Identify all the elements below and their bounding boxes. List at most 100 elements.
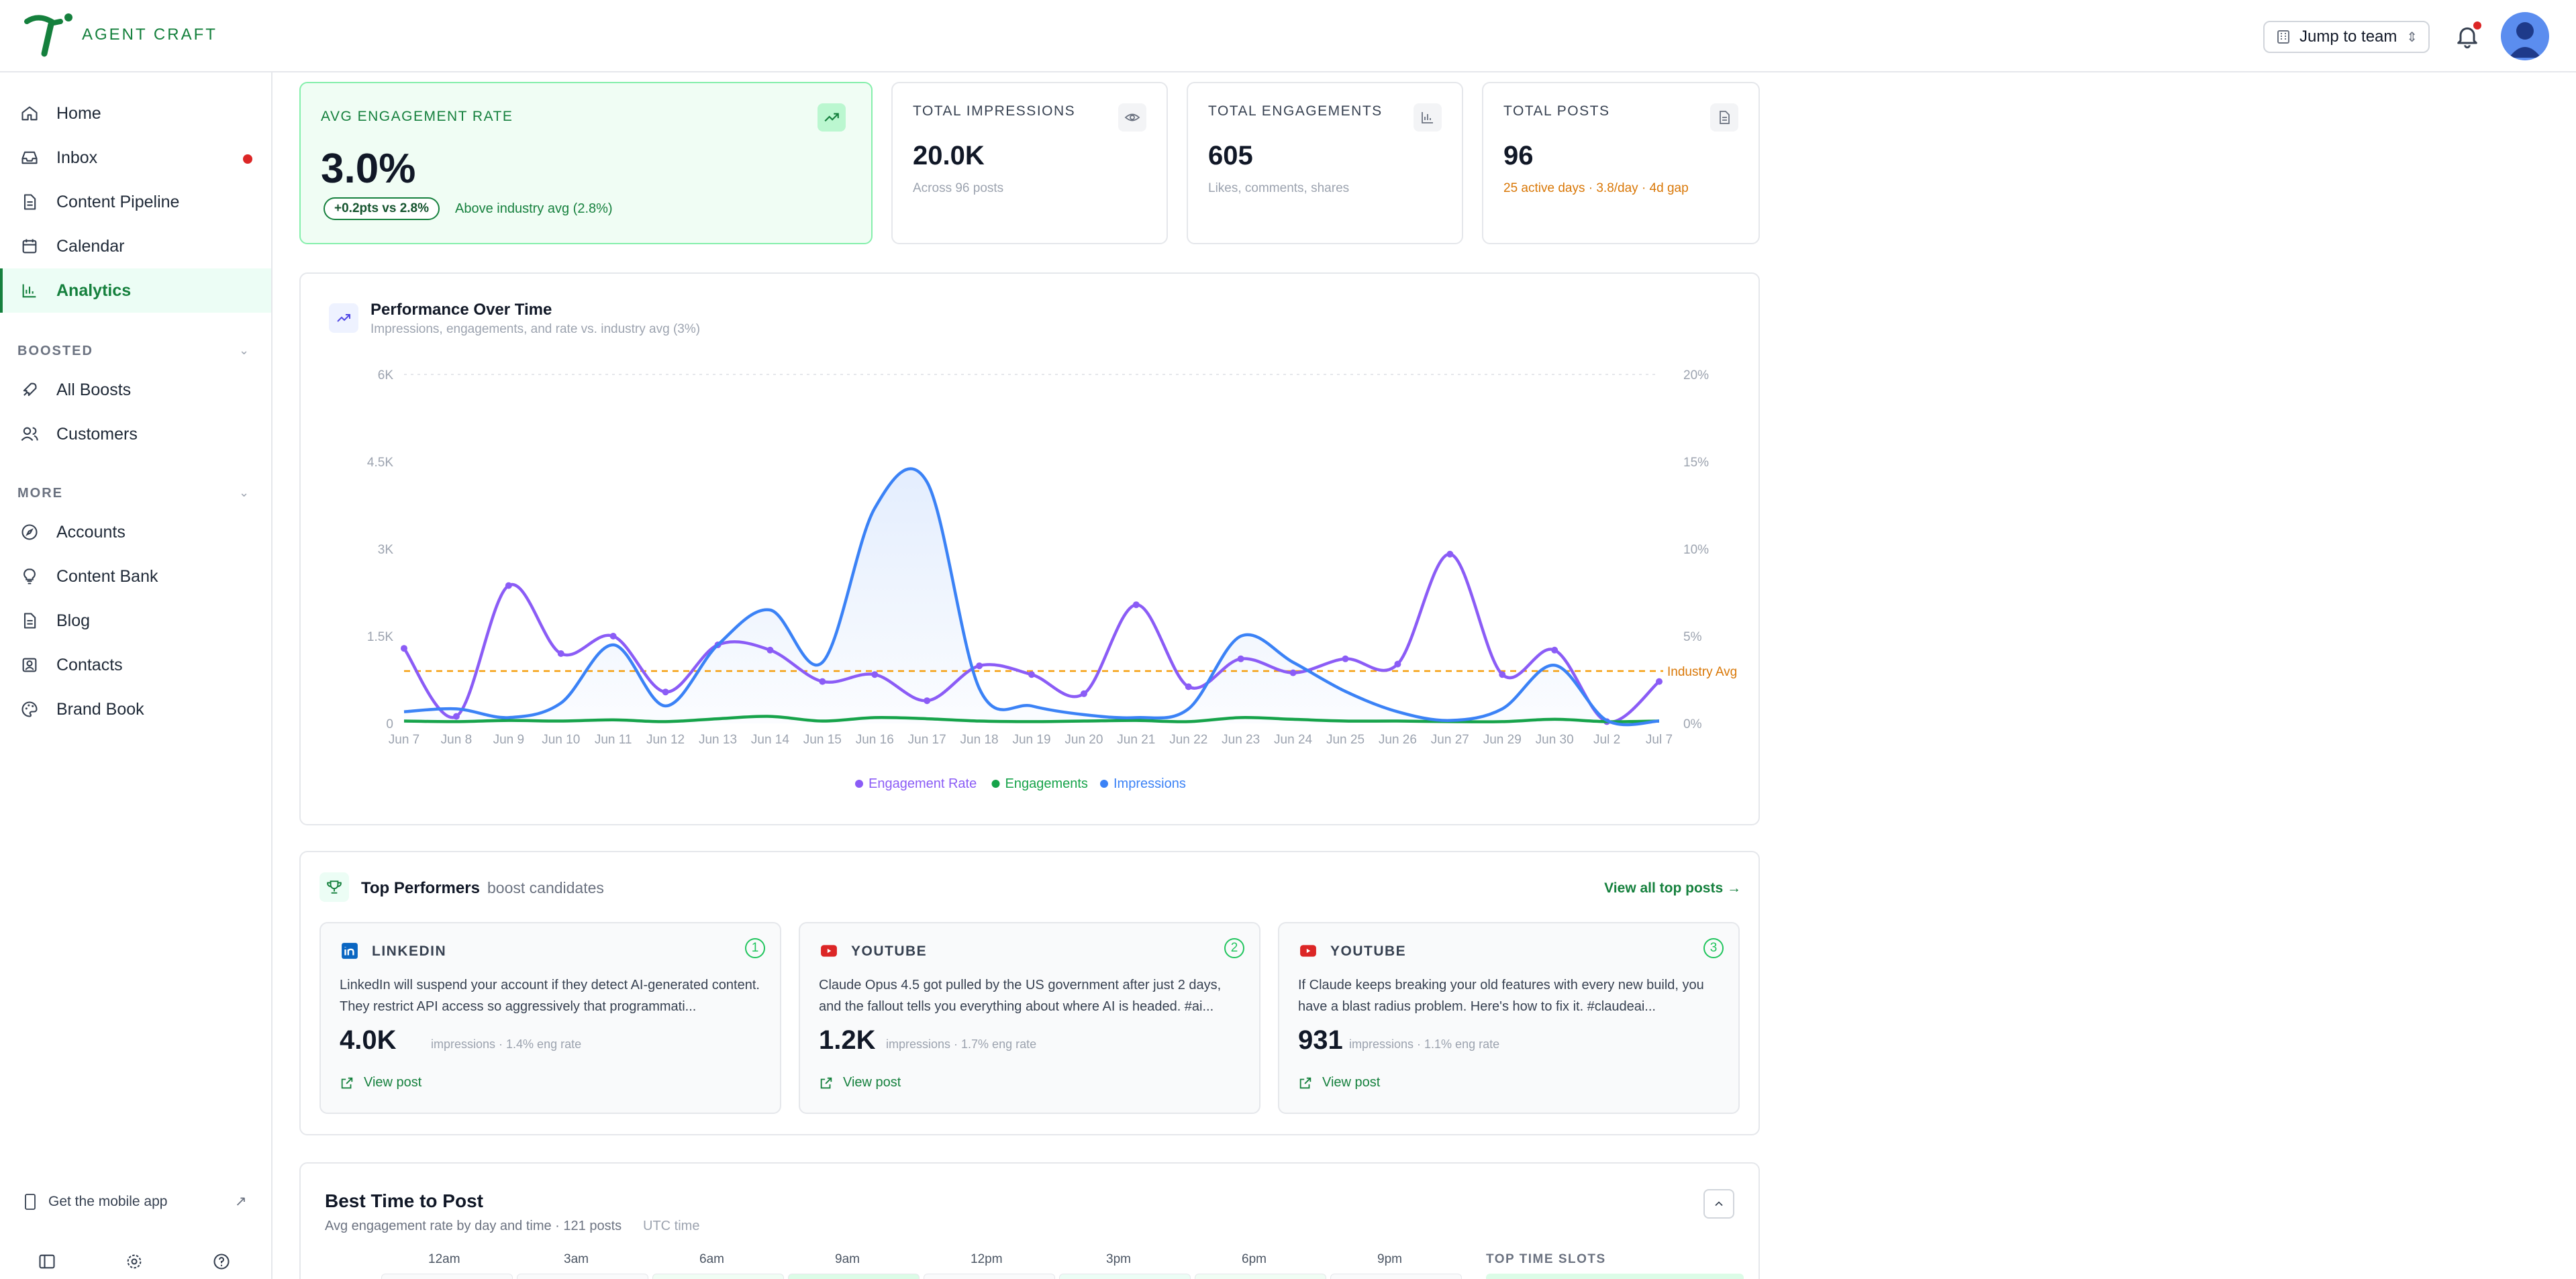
chevron-down-icon[interactable]: ⌄ — [239, 344, 250, 357]
sidebar-item-content-bank[interactable]: Content Bank — [0, 554, 271, 599]
view-post-link[interactable]: View post — [1298, 1075, 1380, 1090]
engagement-rate-point — [452, 713, 460, 720]
x-tick-label: Jun 20 — [1064, 733, 1103, 747]
app-name: AGENT CRAFT — [82, 25, 217, 44]
post-card[interactable]: LINKEDIN 1 LinkedIn will suspend your ac… — [319, 922, 781, 1114]
bar-chart-icon — [22, 284, 36, 298]
top-performers-card: Top Performers boost candidates View all… — [299, 851, 1760, 1135]
sidebar-toggle-icon[interactable] — [38, 1252, 56, 1271]
industry-note: Above industry avg (2.8%) — [455, 201, 613, 216]
heatmap-cell[interactable] — [381, 1274, 513, 1279]
app-logo[interactable]: AGENT CRAFT — [24, 12, 217, 58]
document-icon — [23, 613, 36, 629]
youtube-icon — [1300, 945, 1316, 957]
x-tick-label: Jun 8 — [441, 733, 472, 747]
heatmap-cell[interactable] — [788, 1274, 920, 1279]
heatmap-cell[interactable] — [1330, 1274, 1462, 1279]
collapse-button[interactable] — [1703, 1189, 1734, 1219]
industry-avg-label: Industry Avg — [1667, 665, 1737, 679]
section-label-more: MORE — [17, 486, 63, 501]
top-time-slot[interactable] — [1486, 1274, 1744, 1279]
sidebar-item-label: Customers — [56, 424, 138, 444]
agent-craft-logo-icon — [24, 13, 72, 57]
engagement-rate-point — [766, 646, 774, 654]
x-tick-label: Jun 9 — [493, 733, 524, 747]
avatar[interactable] — [2501, 12, 2549, 60]
post-text: If Claude keeps breaking your old featur… — [1298, 978, 1704, 1014]
gear-icon[interactable] — [125, 1252, 144, 1271]
legend-marker — [991, 780, 1000, 788]
hour-label: 3am — [564, 1252, 589, 1266]
view-post-link[interactable]: View post — [819, 1075, 901, 1090]
sidebar-item-label: Calendar — [56, 236, 125, 256]
chart-subtitle: Impressions, engagements, and rate vs. i… — [370, 322, 701, 336]
get-mobile-app-link[interactable]: Get the mobile app ↗ — [23, 1193, 247, 1211]
external-arrow-icon: ↗ — [235, 1194, 247, 1209]
legend-marker — [1100, 780, 1108, 788]
post-card[interactable]: YOUTUBE 3 If Claude keeps breaking your … — [1278, 922, 1740, 1114]
sidebar-item-analytics[interactable]: Analytics — [0, 268, 271, 313]
sidebar-item-contacts[interactable]: Contacts — [0, 643, 271, 687]
engagement-rate-point — [1080, 690, 1087, 697]
smartphone-icon — [25, 1194, 36, 1210]
hour-label: 3pm — [1106, 1252, 1131, 1266]
engagement-rate-point — [609, 633, 617, 640]
sidebar-item-inbox[interactable]: Inbox — [0, 136, 271, 180]
performance-chart[interactable]: 0 1.5K 3K 4.5K 6K 0% 5% 10% 15% 20% Jun 7 Jun 8 Jun … — [301, 274, 1761, 827]
view-post-link[interactable]: View post — [340, 1075, 422, 1090]
y-left-tick-label: 4.5K — [367, 456, 393, 470]
building-icon — [2277, 30, 2289, 44]
sidebar-item-brand-book[interactable]: Brand Book — [0, 687, 271, 731]
sidebar-item-all-boosts[interactable]: All Boosts — [0, 368, 271, 412]
stat-label: TOTAL ENGAGEMENTS — [1208, 103, 1383, 119]
lightbulb-icon — [23, 568, 36, 584]
sidebar-item-customers[interactable]: Customers — [0, 412, 271, 456]
sidebar-item-calendar[interactable]: Calendar — [0, 224, 271, 268]
stat-label: TOTAL IMPRESSIONS — [913, 103, 1076, 119]
heatmap-cell[interactable] — [1059, 1274, 1191, 1279]
legend-label: Impressions — [1113, 776, 1186, 791]
jump-to-team-label: Jump to team — [2299, 28, 2397, 46]
sidebar-item-label: Blog — [56, 611, 91, 630]
post-metric: 1.2K — [819, 1025, 876, 1055]
sidebar-item-home[interactable]: Home — [0, 91, 271, 136]
view-all-top-posts-link[interactable]: View all top posts → — [1604, 880, 1741, 896]
stat-value: 20.0K — [913, 141, 985, 170]
post-rank: 2 — [1224, 938, 1244, 958]
sidebar-item-blog[interactable]: Blog — [0, 599, 271, 643]
sidebar-item-label: Content Bank — [56, 566, 158, 586]
inbox-unread-dot — [243, 154, 252, 164]
sidebar-item-label: Brand Book — [56, 699, 144, 719]
heatmap-cell[interactable] — [1195, 1274, 1326, 1279]
help-icon[interactable] — [212, 1252, 231, 1271]
post-platform: YOUTUBE — [851, 943, 928, 959]
impressions-area — [404, 468, 1659, 725]
compass-icon — [21, 524, 38, 540]
bell-icon[interactable] — [2454, 23, 2481, 50]
stat-sub: Across 96 posts — [913, 181, 1004, 195]
heatmap-cell[interactable] — [924, 1274, 1055, 1279]
engagement-rate-point — [1237, 655, 1244, 662]
inbox-icon — [21, 151, 38, 164]
top-performers-subtitle: boost candidates — [487, 879, 604, 897]
heatmap-cell[interactable] — [517, 1274, 648, 1279]
jump-to-team-button[interactable]: Jump to team ⇕ — [2263, 21, 2430, 53]
y-right-tick-label: 20% — [1683, 368, 1709, 382]
engagement-rate-point — [924, 697, 931, 705]
post-card[interactable]: YOUTUBE 2 Claude Opus 4.5 got pulled by … — [799, 922, 1260, 1114]
performance-chart-card: Performance Over Time Impressions, engag… — [299, 272, 1760, 825]
stat-card-engagement-rate: AVG ENGAGEMENT RATE 3.0% +0.2pts vs 2.8%… — [299, 82, 873, 244]
heatmap-cell[interactable] — [652, 1274, 784, 1279]
post-metric: 4.0K — [340, 1025, 397, 1055]
chevron-down-icon[interactable]: ⌄ — [239, 486, 250, 499]
sidebar-item-accounts[interactable]: Accounts — [0, 510, 271, 554]
document-icon — [1710, 103, 1738, 132]
document-icon — [23, 194, 36, 210]
sidebar-item-content-pipeline[interactable]: Content Pipeline — [0, 180, 271, 224]
stat-sub: 25 active days · 3.8/day · 4d gap — [1503, 181, 1689, 195]
sidebar-item-label: Contacts — [56, 655, 123, 674]
user-avatar-icon — [2509, 22, 2541, 58]
engagement-rate-point — [1499, 671, 1506, 678]
external-link-icon — [341, 1077, 353, 1088]
y-left-tick-label: 6K — [378, 368, 394, 382]
